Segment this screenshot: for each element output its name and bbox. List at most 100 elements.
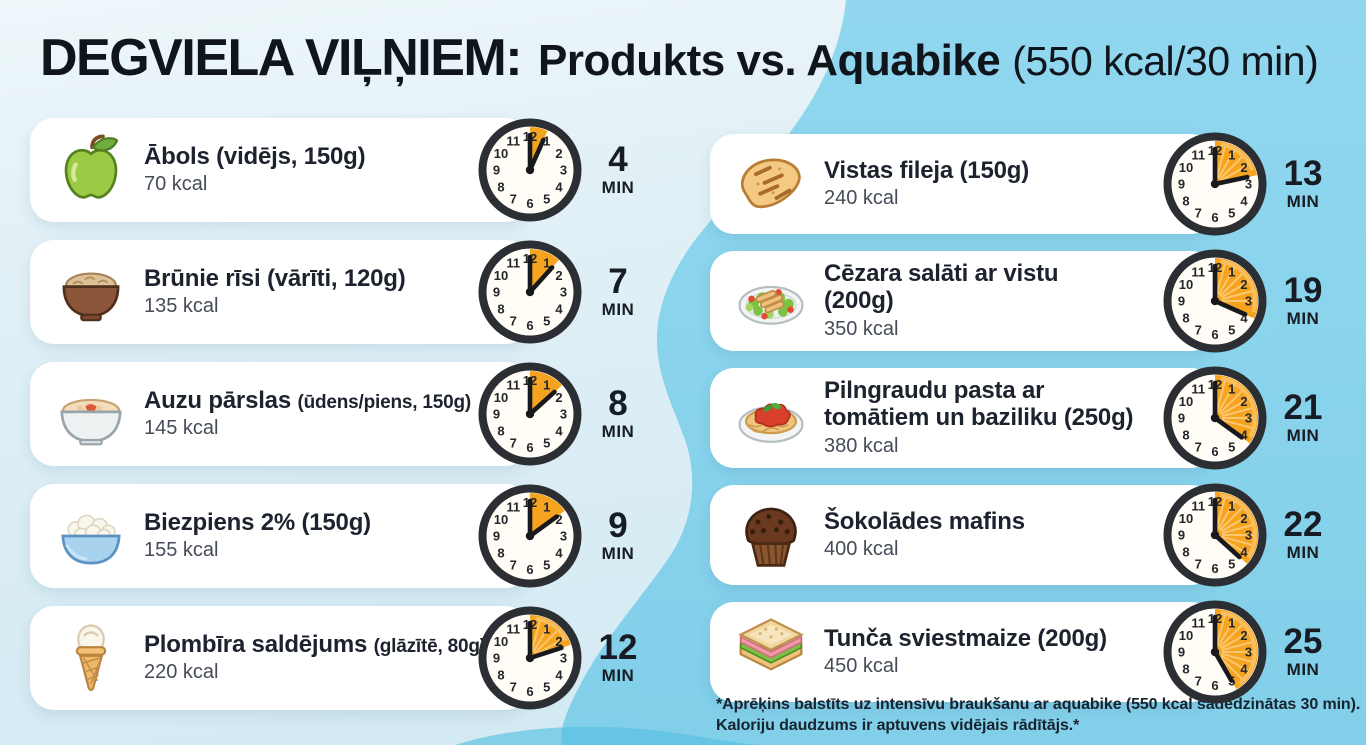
food-card: Auzu pārslas (ūdens/piens, 150g) 145 kcal (30, 362, 530, 466)
minutes-label: 12 MIN (573, 630, 663, 686)
svg-text:11: 11 (1191, 616, 1205, 631)
rice-bowl-icon (52, 253, 130, 331)
food-kcal: 155 kcal (144, 539, 219, 562)
svg-text:5: 5 (543, 314, 550, 329)
food-card: Cēzara salāti ar vistu (200g) 350 kcal (710, 251, 1215, 351)
food-name: Auzu pārslas (ūdens/piens, 150g) (144, 386, 472, 414)
svg-text:6: 6 (1211, 678, 1218, 693)
svg-text:3: 3 (1245, 411, 1252, 426)
svg-text:8: 8 (497, 545, 504, 560)
svg-text:1: 1 (1228, 499, 1235, 514)
svg-text:7: 7 (510, 680, 517, 695)
svg-text:4: 4 (555, 545, 563, 560)
svg-text:6: 6 (526, 196, 533, 211)
food-name: Vistas fileja (150g) (824, 156, 1029, 184)
food-text: Biezpiens 2% (150g) 155 kcal (144, 509, 371, 563)
svg-text:8: 8 (1182, 310, 1189, 325)
food-name: Pilngraudu pasta ar tomātiem un baziliku … (824, 377, 1134, 431)
svg-text:5: 5 (1228, 440, 1235, 455)
svg-text:1: 1 (543, 256, 550, 271)
svg-text:2: 2 (1240, 277, 1247, 292)
food-kcal: 70 kcal (144, 173, 208, 196)
svg-text:7: 7 (1195, 440, 1202, 455)
svg-text:10: 10 (1179, 394, 1193, 409)
food-text: Auzu pārslas (ūdens/piens, 150g) 145 kcal (144, 386, 472, 441)
svg-text:6: 6 (526, 318, 533, 333)
food-name: Cēzara salāti ar vistu (200g) (824, 260, 1059, 314)
svg-text:11: 11 (1191, 382, 1205, 397)
muffin-icon (732, 496, 810, 574)
food-kcal: 240 kcal (824, 187, 899, 210)
minutes-unit: MIN (1286, 426, 1320, 445)
pasta-icon (732, 379, 810, 457)
minutes-label: 7 MIN (573, 264, 663, 320)
svg-text:3: 3 (1245, 294, 1252, 309)
food-kcal: 220 kcal (144, 661, 219, 684)
food-name: Šokolādes mafins (824, 507, 1025, 535)
svg-text:7: 7 (510, 314, 517, 329)
svg-text:10: 10 (494, 390, 508, 405)
minutes-unit: MIN (1286, 192, 1320, 211)
minutes-label: 21 MIN (1258, 390, 1348, 446)
svg-text:2: 2 (1240, 628, 1247, 643)
title-main: DEGVIELA VIĻŅIEM: (40, 29, 523, 87)
svg-text:4: 4 (555, 301, 563, 316)
food-text: Brūnie rīsi (vārīti, 120g) 135 kcal (144, 264, 406, 319)
chicken-fillet-icon (732, 145, 810, 223)
svg-text:8: 8 (1182, 544, 1189, 559)
svg-text:2: 2 (1240, 160, 1247, 175)
svg-text:10: 10 (494, 146, 508, 161)
minutes-unit: MIN (601, 666, 635, 685)
minutes-label: 25 MIN (1258, 624, 1348, 680)
sandwich-icon (732, 613, 810, 691)
title-note: (550 kcal/30 min) (1012, 38, 1319, 84)
svg-text:10: 10 (1179, 160, 1193, 175)
minutes-label: 9 MIN (573, 508, 663, 564)
svg-text:8: 8 (1182, 193, 1189, 208)
svg-text:2: 2 (555, 512, 562, 527)
svg-text:1: 1 (543, 378, 550, 393)
minutes-value: 7 (608, 262, 628, 301)
svg-text:3: 3 (560, 529, 567, 544)
svg-text:6: 6 (1211, 327, 1218, 342)
svg-text:9: 9 (1178, 645, 1185, 660)
title-sub: Produkts vs. Aquabike (538, 36, 1001, 85)
svg-text:7: 7 (510, 192, 517, 207)
minutes-unit: MIN (1286, 309, 1320, 328)
svg-text:5: 5 (543, 558, 550, 573)
svg-text:10: 10 (494, 634, 508, 649)
svg-text:3: 3 (1245, 177, 1252, 192)
svg-text:1: 1 (543, 500, 550, 515)
footnote-line-2: Kaloriju daudzums ir aptuvens vidējais r… (716, 717, 1080, 735)
svg-text:6: 6 (1211, 210, 1218, 225)
minutes-label: 19 MIN (1258, 273, 1348, 329)
svg-text:2: 2 (1240, 394, 1247, 409)
caesar-salad-icon (732, 262, 810, 340)
food-name-detail: (ūdens/piens, 150g) (297, 391, 472, 413)
svg-text:11: 11 (506, 378, 520, 393)
food-text: Tunča sviestmaize (200g) 450 kcal (824, 624, 1107, 679)
food-text: Vistas fileja (150g) 240 kcal (824, 156, 1029, 211)
svg-text:5: 5 (1228, 206, 1235, 221)
food-name: Tunča sviestmaize (200g) (824, 624, 1107, 652)
minutes-value: 4 (608, 140, 628, 179)
oatmeal-icon (52, 375, 130, 453)
food-text: Cēzara salāti ar vistu (200g) 350 kcal (824, 260, 1059, 341)
svg-text:11: 11 (1191, 265, 1205, 280)
svg-text:8: 8 (1182, 661, 1189, 676)
svg-text:3: 3 (560, 651, 567, 666)
svg-text:4: 4 (555, 179, 563, 194)
food-kcal: 145 kcal (144, 417, 219, 440)
svg-text:11: 11 (506, 256, 520, 271)
food-name: Plombīra saldējums (glāzītē, 80g) (144, 630, 486, 658)
svg-text:1: 1 (543, 622, 550, 637)
svg-text:4: 4 (1240, 310, 1248, 325)
minutes-unit: MIN (1286, 543, 1320, 562)
svg-text:1: 1 (543, 134, 550, 149)
svg-text:5: 5 (1228, 557, 1235, 572)
svg-text:8: 8 (1182, 427, 1189, 442)
food-name: Brūnie rīsi (vārīti, 120g) (144, 264, 406, 292)
